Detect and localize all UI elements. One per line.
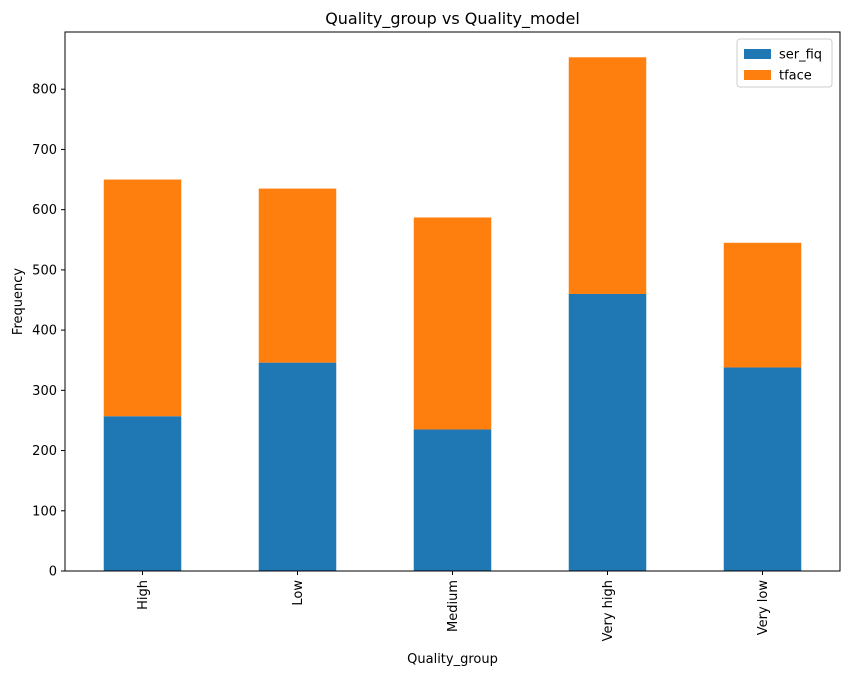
bar-tface-medium [413, 217, 492, 430]
bar-ser_fiq-very-high [568, 293, 647, 571]
legend-swatch-ser_fiq [744, 49, 771, 59]
y-axis: 0 100 200 300 400 500 600 700 800 [32, 83, 65, 580]
y-tick-label: 700 [32, 143, 57, 158]
x-tick-label: High [136, 580, 151, 610]
y-tick-label: 0 [49, 565, 57, 580]
y-axis-label: Frequency [11, 268, 26, 335]
x-tick-label: Low [291, 580, 306, 606]
y-tick-label: 100 [32, 504, 57, 519]
bars-group [103, 57, 802, 571]
y-tick-label: 500 [32, 263, 57, 278]
y-tick-label: 200 [32, 444, 57, 459]
bar-tface-very-low [723, 242, 802, 368]
x-tick-label: Very low [756, 580, 771, 636]
x-axis-label: Quality_group [407, 652, 498, 667]
chart-title: Quality_group vs Quality_model [325, 9, 580, 29]
x-axis: High Low Medium Very high Very low [136, 571, 771, 641]
bar-ser_fiq-low [258, 362, 337, 571]
bar-ser_fiq-very-low [723, 367, 802, 571]
y-tick-label: 600 [32, 203, 57, 218]
bar-tface-high [103, 179, 182, 417]
legend-swatch-tface [744, 70, 771, 80]
y-tick-label: 400 [32, 324, 57, 339]
bar-ser_fiq-high [103, 416, 182, 571]
legend-label-ser_fiq: ser_fiq [779, 48, 822, 63]
x-tick-label: Very high [601, 580, 616, 641]
x-tick-label: Medium [446, 580, 461, 632]
y-tick-label: 300 [32, 384, 57, 399]
legend-label-tface: tface [779, 69, 812, 84]
bar-tface-low [258, 188, 337, 363]
bar-ser_fiq-medium [413, 429, 492, 571]
bar-tface-very-high [568, 57, 647, 294]
y-tick-label: 800 [32, 83, 57, 98]
